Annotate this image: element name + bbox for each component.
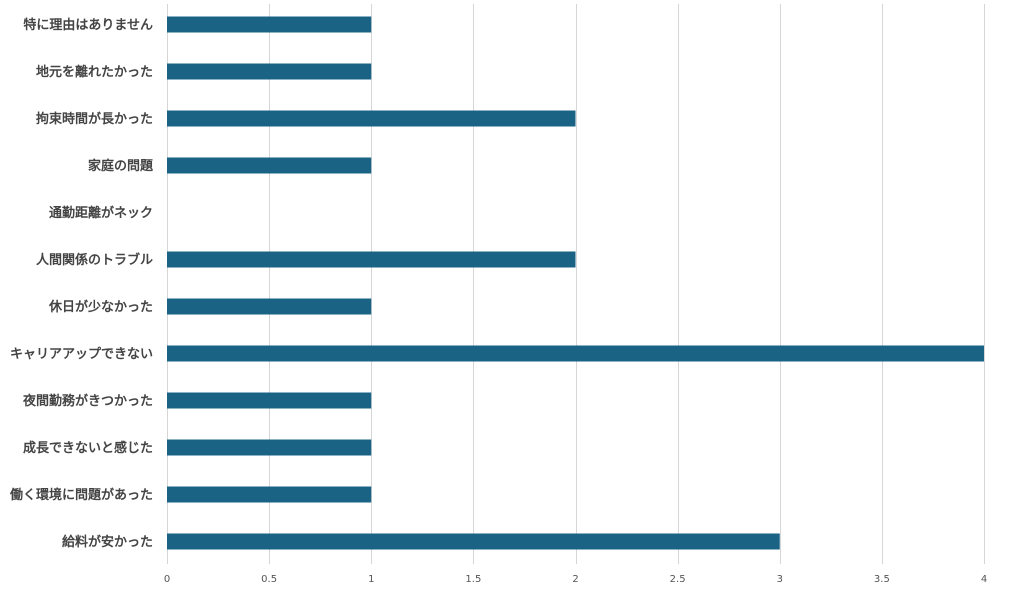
bars	[167, 16, 984, 550]
x-tick-label: 0	[164, 574, 170, 585]
x-tick-label: 2	[572, 574, 578, 585]
category-label: 休日が少なかった	[48, 299, 153, 315]
category-label: 働く環境に問題があった	[9, 487, 153, 503]
x-tick-label: 1.5	[465, 574, 481, 585]
x-tick-label: 3.5	[874, 574, 890, 585]
bar	[167, 392, 372, 409]
bar	[167, 157, 372, 174]
x-tick-label: 2.5	[670, 574, 686, 585]
bar	[167, 345, 984, 362]
x-tick-label: 0.5	[261, 574, 277, 585]
bar	[167, 63, 372, 80]
category-label: 拘束時間が長かった	[36, 111, 153, 127]
x-tick-label: 3	[777, 574, 783, 585]
category-label: 夜間勤務がきつかった	[22, 393, 153, 409]
bar	[167, 486, 372, 503]
category-label: キャリアアップできない	[10, 347, 153, 362]
category-label: 家庭の問題	[88, 158, 154, 174]
bar	[167, 298, 372, 315]
category-label: 特に理由はありません	[23, 17, 153, 33]
gridlines	[167, 4, 985, 564]
category-label: 通勤距離がネック	[49, 205, 153, 221]
bar	[167, 110, 576, 127]
bar	[167, 439, 372, 456]
category-labels: 特に理由はありません地元を離れたかった拘束時間が長かった家庭の問題通勤距離がネッ…	[9, 17, 154, 550]
bar	[167, 251, 576, 268]
category-label: 成長できないと感じた	[23, 440, 153, 456]
x-tick-label: 4	[981, 574, 987, 585]
category-label: 人間関係のトラブル	[36, 252, 153, 268]
x-tick-label: 1	[368, 574, 374, 585]
bar	[167, 16, 372, 33]
x-tick-labels: 0 0.5 1 1.5 2 2.5 3 3.5 4	[164, 574, 987, 585]
bar	[167, 533, 780, 550]
category-label: 地元を離れたかった	[36, 64, 153, 80]
category-label: 給料が安かった	[62, 534, 153, 550]
